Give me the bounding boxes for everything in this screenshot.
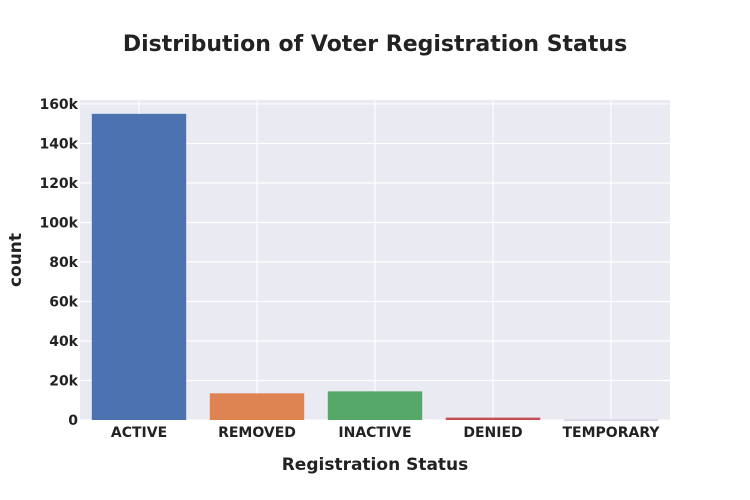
bar-denied [445, 417, 541, 420]
bar-removed [209, 393, 305, 420]
y-tick-label: 80k [49, 255, 78, 271]
y-axis-title: count [6, 233, 26, 287]
x-axis-ticks: ACTIVE REMOVED INACTIVE DENIED TEMPORARY [111, 425, 660, 441]
y-tick-label: 160k [39, 97, 78, 113]
y-tick-label: 140k [39, 136, 78, 152]
bar-inactive [327, 391, 423, 420]
x-tick-label: TEMPORARY [563, 425, 661, 441]
x-axis-title: Registration Status [282, 455, 469, 475]
bars [91, 113, 659, 421]
x-tick-label: ACTIVE [111, 425, 167, 441]
y-tick-label: 20k [49, 373, 78, 389]
y-tick-label: 0 [68, 413, 78, 429]
y-tick-label: 120k [39, 176, 78, 192]
bar-temporary [563, 419, 659, 421]
y-tick-label: 60k [49, 294, 78, 310]
bar-active [91, 113, 187, 421]
x-tick-label: REMOVED [218, 425, 296, 441]
y-tick-label: 40k [49, 334, 78, 350]
chart-title: Distribution of Voter Registration Statu… [123, 32, 627, 57]
x-tick-label: INACTIVE [338, 425, 411, 441]
y-tick-label: 100k [39, 215, 78, 231]
x-tick-label: DENIED [463, 425, 522, 441]
y-axis-ticks: 0 20k 40k 60k 80k 100k 120k 140k 160k [39, 97, 78, 429]
